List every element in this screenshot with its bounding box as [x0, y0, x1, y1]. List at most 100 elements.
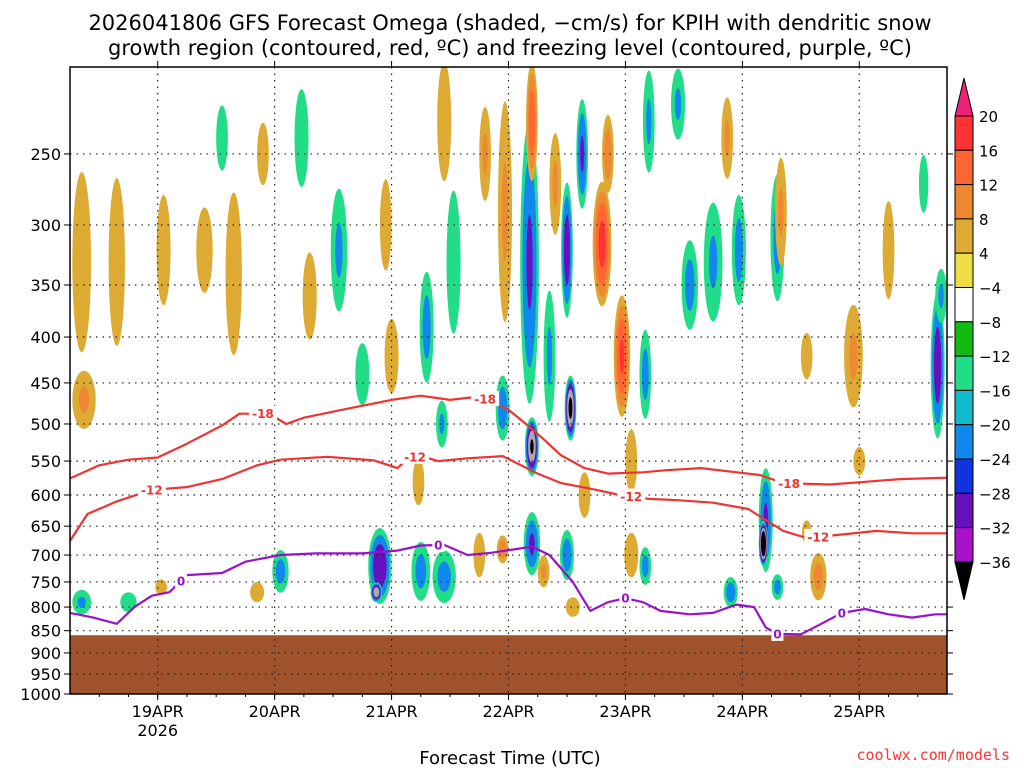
- plot-area: -18 -18 -18 -12 -12 -12 -12 0 0 0 0 0 250 300 350 400 45…: [20, 61, 953, 740]
- contour-label-1-0: -12: [141, 483, 163, 497]
- omega-cell-26-8: [437, 561, 451, 592]
- omega-cell-32-8: [501, 162, 509, 262]
- y-tick-label-250: 250: [30, 145, 61, 164]
- x-tick-label-5: 24APR: [716, 702, 768, 721]
- y-tick-label-750: 750: [30, 573, 61, 592]
- omega-shading: [72, 67, 947, 617]
- contour-label-1-2: -12: [620, 490, 642, 504]
- omega-cell-9-4: [216, 105, 228, 171]
- omega-cell-46-16: [598, 220, 606, 268]
- omega-cell-28-8: [482, 132, 488, 175]
- omega-cell-8-4: [225, 192, 242, 356]
- contour-label-0-2: -18: [778, 477, 800, 491]
- contour-label-bg-0-2: [775, 475, 804, 491]
- omega-cell-12-8: [275, 559, 286, 584]
- x-tick-label-6: 25APR: [833, 702, 885, 721]
- omega-cell-66-4: [800, 332, 813, 380]
- omega-cell-17-4: [384, 318, 399, 394]
- colorbar-label-13: −36: [979, 554, 1011, 572]
- y-axis: 250 300 350 400 450 500 550 600 650 700 750 800 850 9…: [20, 145, 953, 704]
- omega-cell-43-4: [565, 597, 580, 617]
- omega-cell-50-4: [624, 532, 639, 578]
- x-tick-label-1: 20APR: [249, 702, 301, 721]
- colorbar-swatch-9: [954, 424, 974, 460]
- colorbar-swatch-10: [954, 458, 974, 494]
- omega-cell-58-8: [734, 218, 743, 282]
- y-tick-label-950: 950: [30, 665, 61, 684]
- x-axis-label: Forecast Time (UTC): [419, 748, 600, 768]
- omega-cell-68-4: [853, 446, 866, 476]
- contour-label-2-3: 0: [773, 627, 781, 641]
- y-tick-label-450: 450: [30, 374, 61, 393]
- contour-label-bg-2-4: [835, 604, 848, 620]
- omega-cell-61-24: [761, 535, 766, 553]
- omega-cell-33-12: [526, 214, 533, 310]
- x-tick-label-3: 22APR: [482, 702, 534, 721]
- omega-cell-27-4: [437, 67, 452, 182]
- y-tick-label-300: 300: [30, 216, 61, 235]
- y-tick-label-900: 900: [30, 644, 61, 663]
- colorbar-swatch-7: [954, 355, 974, 391]
- colorbar-label-7: −12: [979, 348, 1011, 366]
- watermark: coolwx.com/models: [856, 746, 1010, 764]
- y-tick-label-350: 350: [30, 276, 61, 295]
- colorbar-swatch-8: [954, 389, 974, 426]
- contour-label-bg-2-3: [771, 625, 784, 641]
- contour-1: [70, 455, 947, 542]
- omega-cell-35-12: [529, 533, 535, 555]
- colorbar-swatch-0: [954, 115, 974, 151]
- omega-cell-70-4: [918, 155, 929, 213]
- omega-cell-14-4: [302, 252, 317, 340]
- omega-cell-69-4: [882, 201, 895, 300]
- x-tick-label-2: 21APR: [366, 702, 418, 721]
- omega-cell-18-4: [379, 179, 392, 271]
- contour-2: [70, 543, 947, 636]
- colorbar-swatch-5: [954, 287, 974, 323]
- omega-cell-29-4: [473, 532, 486, 578]
- contours: -18 -18 -18 -12 -12 -12 -12 0 0 0 0 0: [70, 391, 947, 641]
- omega-cell-15-8: [335, 222, 343, 278]
- omega-cell-23-8: [415, 554, 427, 589]
- contour-label-2-0: 0: [177, 574, 185, 588]
- omega-cell-10-4: [257, 122, 269, 186]
- colorbar-label-5: −4: [979, 280, 1001, 298]
- colorbar-label-9: −20: [979, 417, 1011, 435]
- omega-cell-25-4: [446, 190, 461, 334]
- omega-cell-72-8: [938, 283, 944, 309]
- colorbar-label-1: 16: [979, 142, 998, 160]
- omega-cell-47-8: [604, 128, 612, 180]
- contour-label-2-4: 0: [838, 606, 846, 620]
- omega-cell-3-4: [108, 178, 125, 347]
- y-tick-label-400: 400: [30, 328, 61, 347]
- colorbar-swatch-6: [954, 321, 974, 357]
- omega-cell-20-16: [373, 587, 380, 598]
- omega-cell-44-12: [580, 135, 585, 173]
- x-tick-label-0: 19APR: [132, 702, 184, 721]
- omega-cell-22-8: [422, 295, 431, 360]
- omega-colorbar: 20 16 12 8 4 −4 −8 −12 −16 −20 −24 −28 −32 −36: [954, 77, 1011, 601]
- omega-cell-39-8: [552, 161, 558, 207]
- omega-cell-67-8: [849, 333, 858, 379]
- colorbar-label-4: 4: [979, 245, 989, 263]
- y-tick-label-500: 500: [30, 415, 61, 434]
- omega-cell-64-8: [774, 579, 781, 595]
- y-tick-label-850: 850: [30, 622, 61, 641]
- y-tick-label-600: 600: [30, 486, 61, 505]
- y-tick-label-800: 800: [30, 598, 61, 617]
- colorbar-label-8: −16: [979, 382, 1011, 400]
- omega-cell-37-8: [546, 326, 553, 386]
- omega-cell-7-4: [196, 207, 213, 293]
- omega-cell-0-4: [72, 171, 92, 353]
- contour-label-bg-0-0: [248, 405, 277, 421]
- x-tick-label-4: 23APR: [599, 702, 651, 721]
- omega-cell-13-4: [294, 89, 309, 187]
- omega-cell-36-12: [528, 90, 535, 153]
- omega-cell-6-4: [155, 579, 168, 595]
- x-tick-sublabel-0: 2026: [137, 721, 178, 740]
- omega-cell-59-8: [726, 582, 736, 603]
- y-tick-label-700: 700: [30, 546, 61, 565]
- colorbar-swatch-1: [954, 149, 974, 186]
- contour-label-2-1: 0: [434, 539, 442, 553]
